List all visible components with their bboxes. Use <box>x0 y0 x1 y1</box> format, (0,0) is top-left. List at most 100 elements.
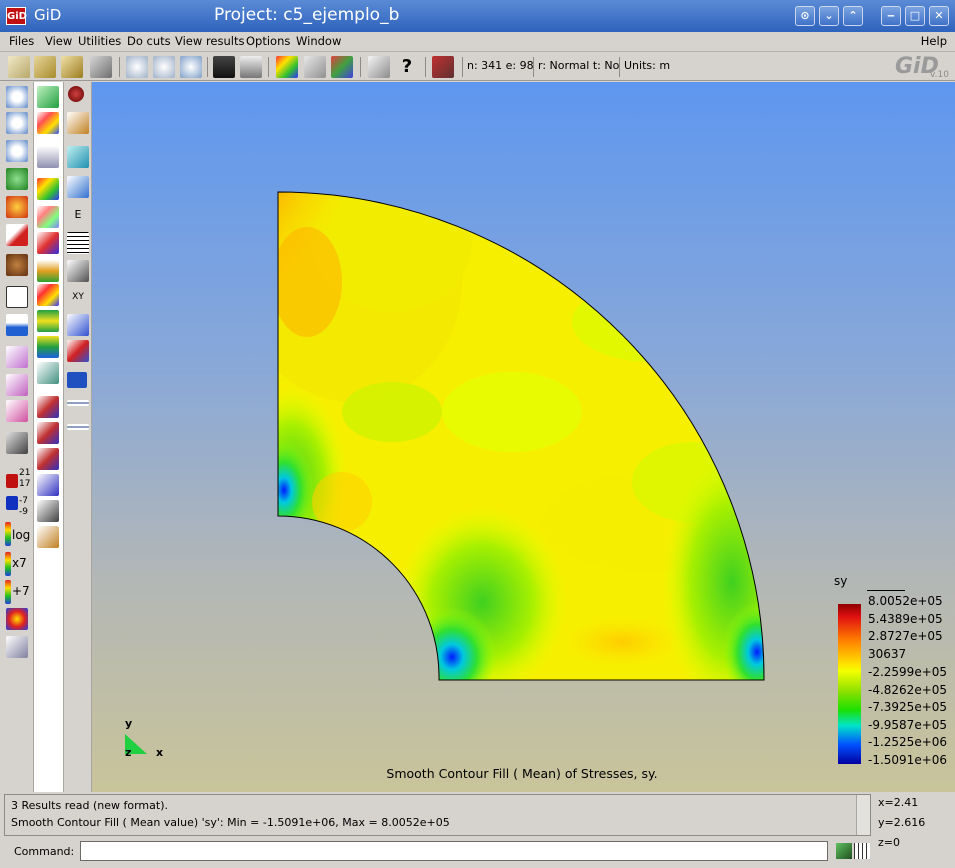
plus7-label[interactable]: +7 <box>12 584 30 598</box>
menu-options[interactable]: Options <box>246 34 291 48</box>
open-icon[interactable] <box>34 56 56 78</box>
shape-icon[interactable] <box>37 362 59 384</box>
rainbow-icon[interactable] <box>276 56 298 78</box>
iso-surface-icon[interactable] <box>37 310 59 332</box>
scale-x7-icon[interactable] <box>5 552 11 576</box>
burst-icon[interactable] <box>6 608 28 630</box>
min-color-icon[interactable] <box>6 496 18 510</box>
folder-icon[interactable] <box>61 56 83 78</box>
legend-max-label: 21 <box>19 468 31 478</box>
triangle-icon[interactable] <box>6 374 28 396</box>
select-box-icon[interactable] <box>67 176 89 198</box>
help-icon[interactable]: ? <box>401 56 413 77</box>
eraser-icon[interactable] <box>6 636 28 658</box>
render-icon[interactable] <box>6 196 28 218</box>
menu-view[interactable]: View <box>45 34 73 48</box>
pointer-icon[interactable] <box>6 224 28 246</box>
line-measure-icon[interactable] <box>67 424 89 430</box>
cut-icon[interactable] <box>6 432 28 454</box>
graph-triangle-icon[interactable] <box>37 474 59 496</box>
surface-icon[interactable] <box>6 314 28 336</box>
units-info: Units: m <box>619 57 674 77</box>
entity-label-icon[interactable]: E <box>74 208 82 221</box>
edit-icon[interactable] <box>67 112 89 134</box>
menu-utilities[interactable]: Utilities <box>78 34 122 48</box>
stream-icon[interactable] <box>37 260 59 282</box>
legend-mid-label: 17 <box>19 479 31 489</box>
zoom-in-icon[interactable] <box>6 86 28 108</box>
render-info: r: Normal t: No <box>533 57 623 77</box>
menu-files[interactable]: Files <box>9 34 35 48</box>
display-vectors-icon[interactable] <box>37 232 59 254</box>
exit-icon[interactable] <box>432 56 454 78</box>
close-button[interactable]: ✕ <box>929 6 949 26</box>
shade-button[interactable]: ⌄ <box>819 6 839 26</box>
save-icon[interactable] <box>90 56 112 78</box>
graph-rainbow-icon[interactable] <box>37 112 59 134</box>
graph-function-icon[interactable] <box>37 500 59 522</box>
menu-button[interactable]: ⊙ <box>795 6 815 26</box>
camera-icon[interactable] <box>213 56 235 78</box>
log-label[interactable]: log <box>12 528 31 542</box>
graphics-canvas[interactable]: y z x sy 8.0052e+05 5.4389e+05 2.8727e+0… <box>92 82 955 792</box>
menu-view-results[interactable]: View results <box>175 34 245 48</box>
model-outline <box>277 191 765 681</box>
xy-axes-icon[interactable]: XY <box>72 292 84 302</box>
mesh-view-icon[interactable] <box>37 86 59 108</box>
zoom-frame-icon[interactable] <box>6 140 28 162</box>
redraw-icon[interactable] <box>6 168 28 190</box>
graph-point-icon[interactable] <box>37 422 59 444</box>
graph-clear-icon[interactable] <box>37 526 59 548</box>
axis-z-label: z <box>125 746 132 759</box>
new-icon[interactable] <box>8 56 30 78</box>
node-move-icon[interactable] <box>67 314 89 336</box>
columns-icon[interactable] <box>37 146 59 168</box>
view-rotate-icon[interactable] <box>180 56 202 78</box>
message-scrollbar[interactable] <box>856 795 870 835</box>
graph-line-icon[interactable] <box>37 396 59 418</box>
info-icon[interactable] <box>67 372 87 388</box>
node-delete-icon[interactable] <box>67 340 89 362</box>
terminal-icon[interactable] <box>836 843 852 859</box>
legend-value-3: 30637 <box>868 647 907 661</box>
layers-icon[interactable] <box>331 56 353 78</box>
redo-view-icon[interactable] <box>153 56 175 78</box>
raise-button[interactable]: ⌃ <box>843 6 863 26</box>
undo-view-icon[interactable] <box>126 56 148 78</box>
move-icon[interactable] <box>6 254 28 276</box>
command-input[interactable] <box>80 841 828 861</box>
menu-window[interactable]: Window <box>296 34 342 48</box>
grid-icon[interactable] <box>854 843 870 859</box>
contour-lines-icon[interactable] <box>37 206 59 228</box>
mesh-icon[interactable] <box>6 346 28 368</box>
coord-z: z=0 <box>878 836 900 849</box>
graph-border-icon[interactable] <box>37 448 59 470</box>
offset-plus7-icon[interactable] <box>5 580 11 604</box>
notepad-icon[interactable] <box>368 56 390 78</box>
maximize-button[interactable]: □ <box>905 6 925 26</box>
list-icon[interactable] <box>67 232 89 254</box>
max-color-icon[interactable] <box>6 474 18 488</box>
x7-label[interactable]: x7 <box>12 556 27 570</box>
deform-icon[interactable] <box>37 336 59 358</box>
tools-icon[interactable] <box>304 56 326 78</box>
menu-do-cuts[interactable]: Do cuts <box>127 34 171 48</box>
contour-range-icon[interactable] <box>37 284 59 306</box>
minimize-button[interactable]: ‒ <box>881 6 901 26</box>
coord-y: y=2.616 <box>878 816 926 829</box>
clip-icon[interactable] <box>6 400 28 422</box>
eraser-cyan-icon[interactable] <box>67 146 89 168</box>
record-icon[interactable] <box>68 86 84 102</box>
distance-icon[interactable] <box>67 260 89 282</box>
contour-fill-icon[interactable] <box>37 178 59 200</box>
left-toolbar-a: 21 17 -7 -9 log x7 +7 <box>0 82 34 792</box>
log-scale-icon[interactable] <box>5 522 11 546</box>
coord-x: x=2.41 <box>878 796 919 809</box>
menu-help[interactable]: Help <box>920 34 947 48</box>
zoom-out-icon[interactable] <box>6 112 28 134</box>
legend-value-5: -4.8262e+05 <box>868 683 948 697</box>
box-icon[interactable] <box>6 286 28 308</box>
print-icon[interactable] <box>240 56 262 78</box>
toolbar: ? n: 341 e: 98 r: Normal t: No Units: m … <box>0 53 955 81</box>
dimension-icon[interactable] <box>67 400 89 406</box>
